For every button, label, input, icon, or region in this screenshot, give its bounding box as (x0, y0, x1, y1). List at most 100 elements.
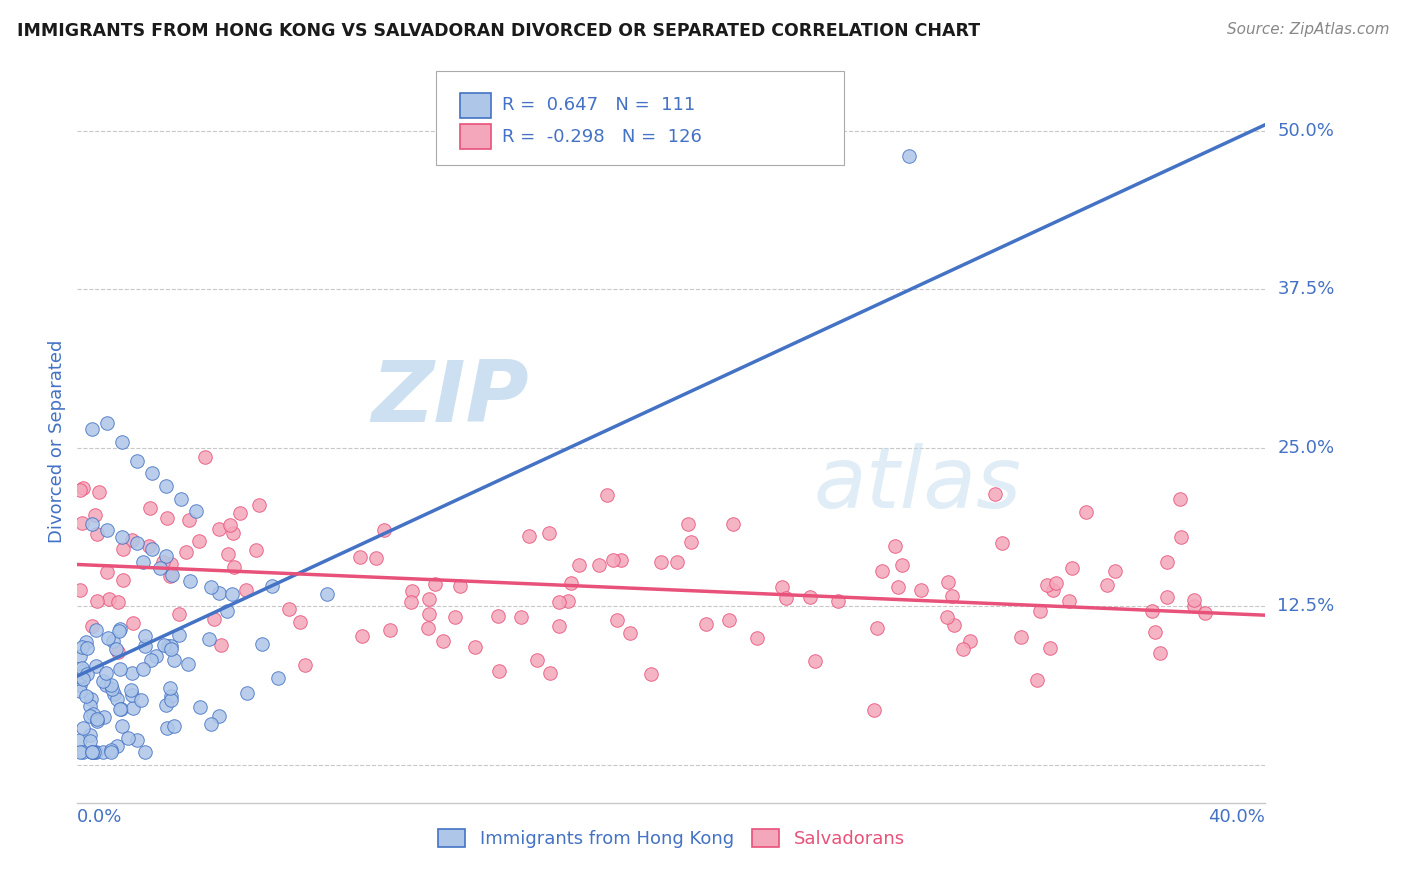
Point (111, 542, 134, 557)
Point (72, 672, 94, 686)
Point (883, 539, 905, 553)
Point (224, 559, 246, 574)
Point (72, 482, 94, 496)
Y-axis label: Divorced or Separated: Divorced or Separated (48, 340, 66, 543)
Point (155, 479, 177, 493)
Point (101, 682, 124, 697)
Point (464, 640, 486, 654)
Point (1194, 606, 1216, 620)
Point (418, 592, 440, 607)
Point (134, 745, 156, 759)
Point (108, 702, 131, 716)
Point (121, 533, 143, 548)
Text: 37.5%: 37.5% (1277, 280, 1334, 299)
Point (86, 712, 108, 726)
Point (91, 673, 114, 688)
Point (70, 661, 93, 675)
Point (278, 601, 301, 615)
Point (105, 692, 128, 706)
Point (170, 491, 193, 506)
Point (198, 632, 221, 647)
Point (610, 553, 633, 567)
Point (1045, 576, 1067, 591)
Point (959, 633, 981, 648)
Point (538, 525, 561, 540)
Point (444, 609, 467, 624)
Point (745, 631, 768, 645)
Point (887, 581, 910, 595)
Point (69, 670, 91, 684)
Point (936, 574, 959, 589)
Point (517, 529, 540, 543)
Point (108, 662, 131, 676)
Point (79, 733, 101, 747)
Point (84, 659, 107, 673)
Point (936, 610, 959, 624)
Point (640, 667, 662, 681)
Point (245, 543, 267, 558)
Point (208, 709, 231, 723)
Point (152, 638, 174, 652)
Point (162, 653, 184, 667)
Point (155, 698, 177, 713)
Point (1076, 505, 1098, 519)
Point (72, 721, 94, 735)
Point (1029, 605, 1052, 619)
Point (890, 558, 912, 572)
Point (75, 689, 97, 703)
Point (898, 149, 921, 163)
Point (401, 583, 423, 598)
Point (97, 632, 120, 646)
Point (76, 641, 98, 656)
Point (486, 609, 509, 624)
Text: atlas: atlas (814, 443, 1022, 526)
Point (139, 500, 162, 515)
Point (863, 703, 886, 717)
Point (177, 657, 200, 672)
Point (108, 624, 131, 639)
Point (866, 621, 889, 635)
Point (250, 637, 273, 651)
Point (163, 719, 186, 733)
Point (799, 590, 821, 604)
Point (159, 689, 181, 703)
Point (215, 604, 238, 618)
Point (827, 594, 849, 608)
Point (548, 618, 571, 632)
Point (547, 595, 569, 609)
Point (79, 708, 101, 723)
Point (121, 666, 143, 681)
Point (267, 671, 290, 685)
Point (194, 450, 217, 464)
Point (169, 607, 191, 621)
Point (695, 617, 717, 632)
Point (125, 453, 148, 467)
Point (82, 745, 104, 759)
Point (681, 534, 703, 549)
Point (665, 555, 688, 569)
Point (83, 745, 105, 759)
Point (557, 593, 579, 607)
Point (80, 692, 103, 706)
Point (131, 662, 153, 676)
Text: ZIP: ZIP (371, 357, 529, 440)
Point (84, 508, 107, 522)
Point (775, 591, 797, 606)
Point (84, 745, 107, 759)
Point (129, 692, 152, 706)
Point (80, 745, 103, 759)
Point (160, 639, 183, 653)
Point (69, 669, 91, 683)
Point (217, 547, 239, 561)
Point (1143, 624, 1166, 639)
Point (84, 623, 107, 637)
Point (1026, 673, 1049, 688)
Point (82, 516, 104, 531)
Point (125, 536, 148, 550)
Point (105, 739, 128, 753)
Point (221, 587, 243, 601)
Point (1057, 594, 1080, 608)
Point (229, 506, 252, 520)
Point (125, 732, 148, 747)
Point (179, 574, 201, 588)
